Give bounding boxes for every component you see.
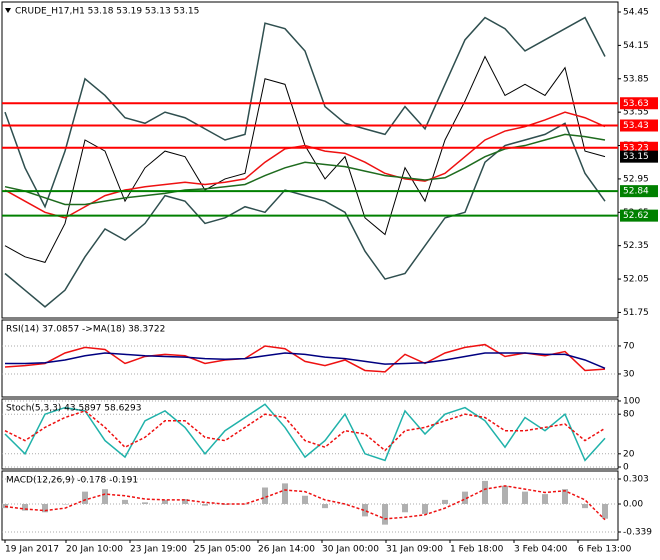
x-tick-label: 23 Jan 19:00 [130,545,187,555]
level-tag [620,209,658,222]
series-line [4,122,606,308]
x-tick-label: 31 Jan 09:00 [386,545,443,555]
histogram-bar [362,504,368,517]
level-tag [620,97,658,110]
x-tick-label: 25 Jan 05:00 [194,545,251,555]
y-tick-label: 52.95 [623,174,649,184]
histogram-bar [462,491,468,505]
level-tag [620,119,658,132]
histogram-bar [482,480,488,505]
panel-frame [1,319,619,398]
histogram-bar [42,504,48,513]
histogram-bar [222,504,228,505]
histogram-bar [382,504,388,525]
y-tick-label: 51.75 [623,308,649,318]
series-line [4,403,606,462]
x-tick-label: 3 Feb 04:00 [514,545,568,555]
histogram-bar [582,504,588,509]
level-label: 52.84 [623,187,649,197]
price-label: 53.15 [623,152,649,162]
y-tick-label: 80 [623,410,635,420]
series-line [4,111,606,219]
histogram-bar [562,489,568,505]
histogram-bar [2,504,8,509]
panel-frame [1,1,619,319]
histogram-bar [342,504,348,505]
y-tick-label: 53.55 [623,108,649,118]
panel-title: CRUDE_H17,H1 53.18 53.19 53.13 53.15 [15,7,199,17]
x-tick-label: 6 Feb 13:00 [578,545,632,555]
histogram-bar [82,491,88,505]
y-tick-label: 30 [623,369,635,379]
histogram-bar [422,504,428,514]
histogram-bar [102,489,108,505]
histogram-bar [162,499,168,505]
y-tick-label: 54.45 [623,8,649,18]
histogram-bar [282,483,288,505]
panel-title: MACD(12,26,9) -0.178 -0.191 [6,476,138,486]
price-tag [620,150,658,163]
histogram-bar [202,504,208,506]
y-tick-label: 53.85 [623,74,649,84]
y-tick-label: 52.35 [623,241,649,251]
series-line [4,133,606,206]
histogram-bar [502,485,508,505]
level-label: 53.63 [623,99,649,109]
level-label: 52.62 [623,211,649,221]
series-line [5,352,606,370]
histogram-bar [142,502,148,505]
series-line [4,485,606,521]
y-tick-label: 52.05 [623,275,649,285]
histogram-bar [302,495,308,505]
level-tag [620,185,658,198]
x-tick-label: 30 Jan 00:00 [322,545,379,555]
y-tick-label: 0.303 [623,475,649,485]
x-tick-label: 20 Jan 10:00 [66,545,123,555]
histogram-bar [182,499,188,505]
level-label: 53.23 [623,143,649,153]
panel-title: Stoch(5,3,3) 43.5897 58.6293 [6,404,141,414]
x-tick-label: 19 Jan 2017 [5,545,59,555]
histogram-bar [522,491,528,505]
histogram-bar [262,487,268,505]
histogram-bar [402,504,408,513]
y-tick-label: 100 [623,396,640,406]
level-label: 53.43 [623,121,649,131]
histogram-bar [542,494,548,505]
histogram-bar [22,504,28,511]
y-tick-label: -0.339 [623,527,652,537]
panel-frame [1,398,619,470]
series-line [4,16,606,209]
series-line [4,410,606,452]
histogram-bar [602,504,608,519]
y-tick-label: 0.00 [623,500,643,510]
panel-title: RSI(14) 37.0857 ->MA(18) 38.3722 [6,325,165,335]
histogram-bar [442,499,448,505]
y-tick-label: 54.15 [623,41,649,51]
histogram-bar [242,504,248,505]
y-tick-label: 0 [623,463,629,473]
menu-triangle [5,8,11,13]
x-tick-label: 26 Jan 14:00 [258,545,315,555]
histogram-bar [122,499,128,505]
x-tick-label: 1 Feb 18:00 [450,545,504,555]
y-tick-label: 20 [623,449,635,459]
histogram-bar [62,504,68,505]
series-line [4,343,606,373]
histogram-bar [322,504,328,509]
y-tick-label: 70 [623,341,635,351]
